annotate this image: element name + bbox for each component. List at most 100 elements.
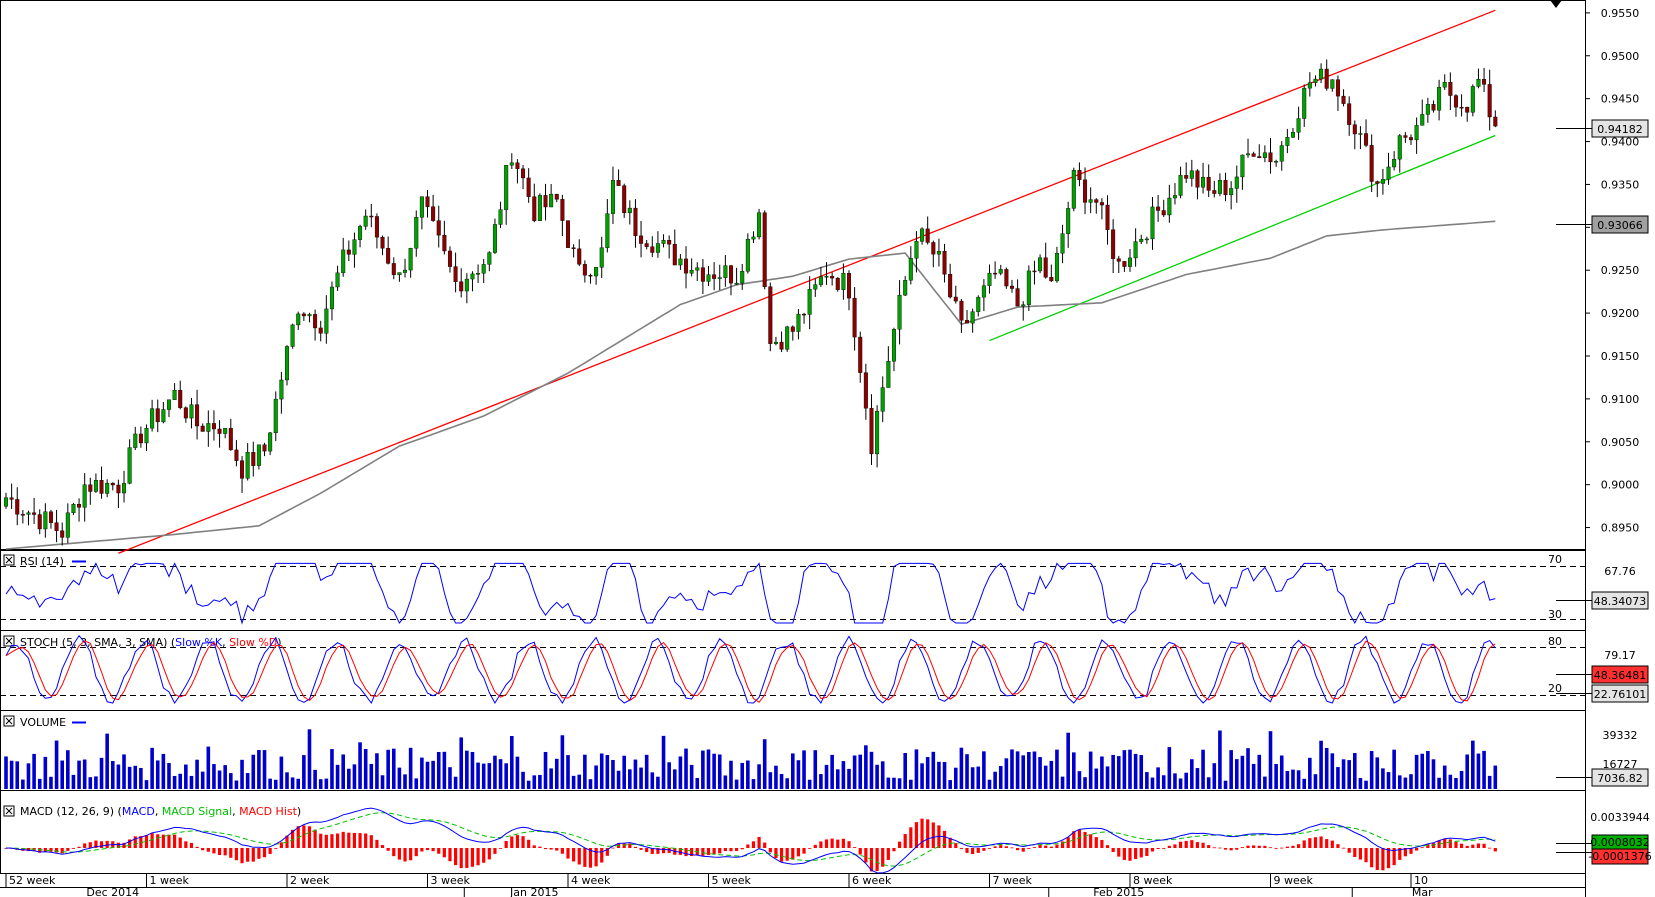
candle xyxy=(644,239,649,250)
volume-bar xyxy=(678,756,683,789)
candle xyxy=(1015,279,1020,307)
volume-bar xyxy=(150,747,154,789)
candle xyxy=(1279,141,1284,171)
macd-hist-bar xyxy=(1364,848,1368,863)
candle xyxy=(122,470,127,503)
volume-bar xyxy=(695,777,700,789)
volume-last-value: 7036.82 xyxy=(1597,772,1643,785)
candle xyxy=(37,509,42,535)
macd-hist-bar xyxy=(628,843,632,848)
macd-hist-bar xyxy=(454,848,458,866)
candle xyxy=(1442,74,1447,91)
scroll-marker-icon[interactable] xyxy=(1550,0,1562,8)
volume-bar xyxy=(178,773,183,789)
trendline-upper xyxy=(118,9,1496,554)
volume-bar xyxy=(1116,756,1121,789)
macd-hist-bar xyxy=(785,848,789,861)
candle xyxy=(807,276,812,330)
macd-hist-bar xyxy=(493,848,497,854)
candle xyxy=(492,218,497,254)
volume-bar xyxy=(240,759,244,789)
volume-bar xyxy=(1409,774,1413,789)
candle xyxy=(481,259,486,283)
volume-bar xyxy=(987,779,992,789)
volume-bar xyxy=(594,765,598,789)
macd-hist-bar xyxy=(1128,848,1132,861)
macd-hist-bar xyxy=(931,822,935,848)
candle xyxy=(223,428,228,439)
candle xyxy=(1251,151,1256,157)
macd-hist-bar xyxy=(1027,848,1031,849)
macd-hist-bar xyxy=(139,836,143,848)
volume-bar xyxy=(712,753,716,789)
macd-hist-bar xyxy=(1060,841,1065,848)
macd-hist-bar xyxy=(1077,829,1082,848)
candle xyxy=(307,312,312,323)
volume-bar xyxy=(425,761,430,789)
macd-hist-bar xyxy=(633,846,638,848)
macd-hist-bar xyxy=(1038,844,1042,848)
candle xyxy=(358,224,363,248)
macd-hist-bar xyxy=(482,848,486,863)
month-label: Mar xyxy=(1412,886,1433,897)
macd-hist-bar xyxy=(999,845,1003,848)
candle xyxy=(1066,201,1071,248)
candle xyxy=(847,270,852,311)
volume-bar xyxy=(223,765,227,789)
candle xyxy=(914,231,919,273)
price-tick-label: 0.9200 xyxy=(1601,307,1640,320)
candle xyxy=(1206,164,1211,197)
macd-hist-bar xyxy=(380,845,385,848)
week-label: 1 week xyxy=(150,874,190,887)
macd-hist-bar xyxy=(1173,844,1177,848)
volume-bar xyxy=(931,751,936,789)
macd-hist-bar xyxy=(678,848,682,855)
macd-hist-bar xyxy=(1105,845,1110,848)
ma-value-label: 0.93066 xyxy=(1597,219,1643,232)
moving-average-200 xyxy=(5,220,1496,550)
candle xyxy=(414,210,419,257)
volume-bar xyxy=(470,751,475,789)
macd-tick-top: 0.0033944 xyxy=(1590,811,1650,824)
candle xyxy=(1043,242,1048,279)
candle xyxy=(796,309,801,340)
volume-bar xyxy=(571,775,576,789)
macd-hist-bar xyxy=(1302,840,1306,848)
volume-bar xyxy=(1094,768,1099,789)
candle xyxy=(1482,67,1487,92)
macd-hist-bar xyxy=(1443,838,1447,848)
macd-hist-bar xyxy=(1100,839,1104,848)
candle xyxy=(1319,63,1324,84)
volume-bar xyxy=(644,754,649,789)
macd-hist-bar xyxy=(1044,845,1048,848)
volume-bar xyxy=(94,776,98,789)
candle xyxy=(1111,219,1116,274)
candle xyxy=(150,399,155,432)
price-tick-label: 0.9450 xyxy=(1601,93,1640,106)
candle xyxy=(408,247,413,278)
candle xyxy=(1178,166,1183,199)
stoch-d-last-value: 48.36481 xyxy=(1594,669,1647,682)
volume-bar xyxy=(1161,775,1166,789)
macd-hist-bar xyxy=(279,842,283,848)
volume-bar xyxy=(1471,740,1475,789)
ma-line xyxy=(5,220,1496,550)
candle xyxy=(54,509,59,543)
volume-bar xyxy=(813,750,818,789)
volume-bar xyxy=(549,768,553,789)
volume-bar xyxy=(184,764,188,789)
candle xyxy=(155,399,160,433)
volume-bar xyxy=(1246,748,1250,789)
volume-bar xyxy=(54,740,59,789)
macd-hist-bar xyxy=(993,846,997,848)
macd-hist-bar xyxy=(1431,843,1436,848)
volume-bar xyxy=(560,735,565,789)
macd-hist-bar xyxy=(240,848,244,864)
volume-bar xyxy=(234,780,239,789)
candle xyxy=(273,391,278,442)
candle xyxy=(1195,169,1200,200)
volume-bar xyxy=(363,748,368,789)
candle xyxy=(571,244,576,258)
macd-hist-bar xyxy=(144,835,149,848)
candle xyxy=(627,200,632,225)
